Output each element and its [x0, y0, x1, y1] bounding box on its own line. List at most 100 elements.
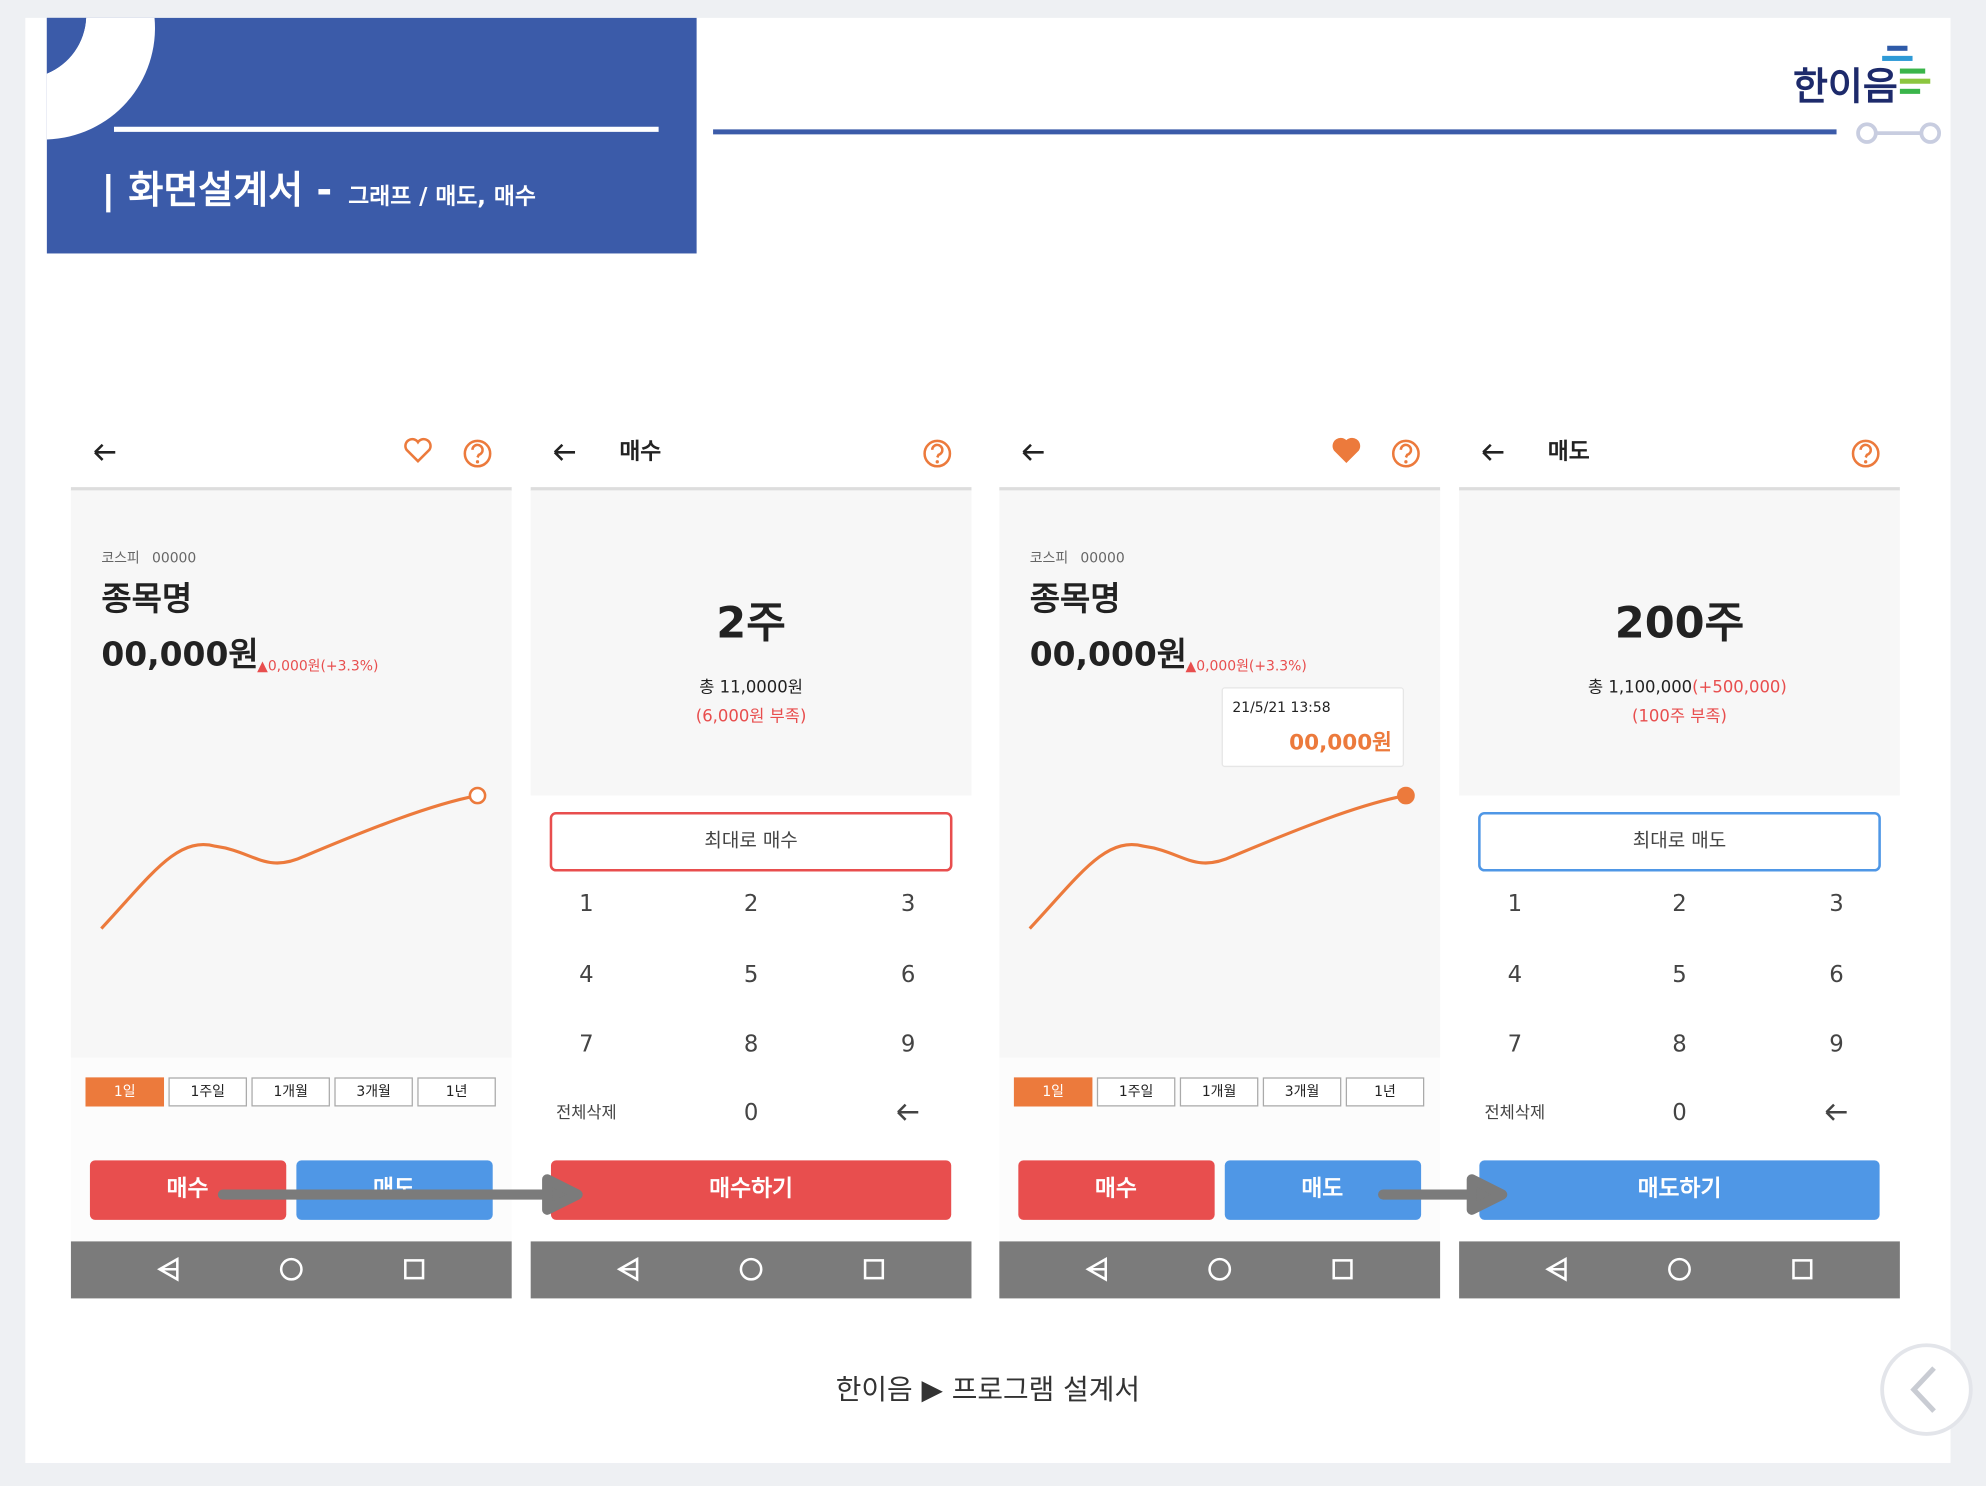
buy-button[interactable] — [89, 1160, 287, 1220]
period-label: 1년 — [446, 1084, 468, 1100]
key[interactable]: 전체삭제 — [1485, 1103, 1546, 1122]
key-backspace[interactable] — [897, 1103, 919, 1121]
buy-label: 매수 — [166, 1176, 208, 1202]
period-label: 3개월 — [356, 1084, 390, 1100]
shortage-note: (100주 부족) — [1632, 707, 1727, 726]
help-mark — [1859, 443, 1872, 458]
key[interactable]: 7 — [1508, 1032, 1523, 1058]
header-title: | 화면설계서 - — [101, 168, 332, 213]
shortage-note: (6,000원 부족) — [696, 707, 807, 726]
key[interactable]: 6 — [901, 962, 916, 988]
key[interactable]: 1 — [1508, 891, 1523, 917]
key[interactable]: 9 — [1829, 1032, 1844, 1058]
nav-bar — [70, 1241, 512, 1299]
help-icon — [1391, 439, 1420, 468]
max-button[interactable] — [1478, 812, 1881, 872]
period-button[interactable] — [1096, 1077, 1176, 1107]
period-button[interactable] — [251, 1077, 330, 1107]
stock-name: 종목명 — [101, 579, 192, 618]
key-backspace[interactable] — [1825, 1103, 1847, 1121]
key[interactable]: 6 — [1829, 962, 1844, 988]
period-button[interactable] — [1179, 1077, 1259, 1107]
quantity: 200주 — [1615, 598, 1744, 648]
favorite-icon — [1332, 437, 1361, 463]
total: 총 11,0000원 — [699, 677, 803, 696]
help-icon — [463, 439, 492, 468]
nav-home — [279, 1257, 303, 1281]
period-label: 1개월 — [273, 1084, 307, 1100]
price-end — [1397, 786, 1415, 805]
period-button[interactable] — [168, 1077, 247, 1107]
period-label: 3개월 — [1285, 1084, 1319, 1100]
period-button[interactable] — [1013, 1077, 1093, 1107]
key[interactable]: 8 — [1672, 1032, 1687, 1058]
nav-recent — [404, 1259, 425, 1280]
brand-logo — [1882, 45, 1931, 94]
help-dot — [1864, 460, 1868, 464]
code: 00000 — [1080, 551, 1124, 567]
price-end — [468, 786, 487, 805]
period-button[interactable] — [417, 1077, 496, 1107]
buy-button[interactable] — [1018, 1160, 1215, 1220]
tooltip — [1221, 687, 1405, 768]
total: 총 1,100,000 — [1588, 677, 1692, 696]
max-button-label: 최대로 매수 — [704, 830, 797, 852]
connector-dot — [1856, 122, 1878, 144]
key[interactable]: 0 — [1672, 1100, 1687, 1126]
help-dot — [935, 460, 939, 464]
key[interactable]: 5 — [744, 962, 758, 988]
period-button[interactable] — [334, 1077, 413, 1107]
key[interactable]: 2 — [1672, 891, 1687, 917]
favorite-icon — [404, 437, 432, 463]
sell-button[interactable] — [1224, 1160, 1422, 1220]
action-label: 매수하기 — [709, 1176, 793, 1202]
nav-recent — [1792, 1259, 1813, 1280]
help-mark — [1399, 443, 1413, 458]
flow-arrow — [217, 1174, 583, 1215]
key[interactable]: 8 — [744, 1032, 758, 1058]
key[interactable]: 7 — [579, 1032, 594, 1058]
period-label: 1개월 — [1202, 1084, 1236, 1100]
action-button[interactable] — [550, 1160, 952, 1220]
period-button[interactable] — [85, 1077, 165, 1107]
prev-icon — [1910, 1366, 1936, 1413]
key[interactable]: 0 — [744, 1100, 758, 1126]
key[interactable]: 2 — [744, 891, 758, 917]
tooltip-price: 00,000원 — [1289, 731, 1392, 756]
nav-home — [1208, 1257, 1232, 1281]
nav-home — [1668, 1257, 1691, 1281]
top-bar — [530, 418, 972, 488]
help-mark — [930, 443, 944, 458]
header-arc-inner — [46, 17, 87, 74]
nav-bar — [999, 1241, 1441, 1299]
period-button[interactable] — [1345, 1077, 1425, 1107]
period-button[interactable] — [1262, 1077, 1342, 1107]
nav-back — [1545, 1256, 1567, 1282]
nav-recent — [863, 1259, 885, 1280]
action-button[interactable] — [1479, 1160, 1880, 1220]
tooltip-time: 21/5/21 13:58 — [1232, 700, 1330, 716]
key[interactable]: 4 — [579, 962, 594, 988]
stock-name: 종목명 — [1030, 579, 1121, 618]
key[interactable]: 전체삭제 — [556, 1103, 617, 1122]
header-arc — [46, 17, 155, 140]
nav-back — [1085, 1256, 1107, 1282]
key[interactable]: 4 — [1508, 962, 1523, 988]
period-label: 1년 — [1374, 1084, 1396, 1100]
top-bar — [70, 418, 512, 488]
max-button[interactable] — [549, 812, 953, 872]
back-icon — [1482, 443, 1504, 461]
key[interactable]: 3 — [1829, 891, 1844, 917]
max-button-label: 최대로 매도 — [1633, 830, 1726, 852]
period-label: 1주일 — [1119, 1084, 1153, 1100]
key[interactable]: 5 — [1672, 962, 1687, 988]
key[interactable]: 1 — [579, 891, 594, 917]
help-dot — [1404, 460, 1408, 464]
key[interactable]: 3 — [901, 891, 916, 917]
key[interactable]: 9 — [901, 1032, 916, 1058]
price: 00,000원 — [1030, 635, 1187, 674]
prev-button[interactable] — [1880, 1343, 1973, 1436]
nav-recent — [1332, 1259, 1353, 1280]
action-label: 매도하기 — [1638, 1176, 1722, 1202]
